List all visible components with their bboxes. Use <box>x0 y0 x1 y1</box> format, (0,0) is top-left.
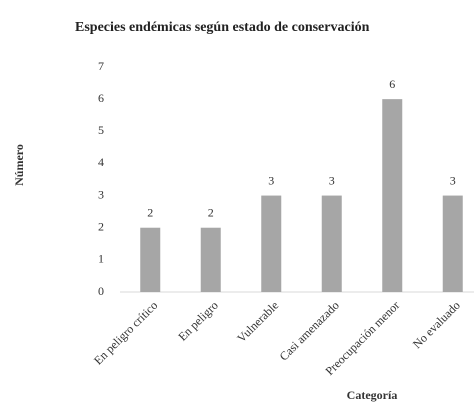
bar <box>442 195 463 292</box>
bar <box>382 99 403 293</box>
x-tick-label: Casi amenazado <box>277 298 342 363</box>
value-label: 6 <box>389 77 395 91</box>
value-label: 2 <box>208 205 214 219</box>
value-label: 3 <box>450 173 456 187</box>
y-axis-title: Número <box>12 144 26 186</box>
bar <box>321 195 342 292</box>
y-tick-label: 7 <box>98 59 104 73</box>
chart-title: Especies endémicas según estado de conse… <box>75 20 370 35</box>
y-tick-label: 1 <box>98 252 104 266</box>
value-label: 3 <box>329 173 335 187</box>
y-tick-label: 4 <box>98 155 104 169</box>
x-axis-title: Categoría <box>347 388 398 402</box>
bar <box>140 227 161 292</box>
y-tick-label: 5 <box>98 123 104 137</box>
y-tick-label: 0 <box>98 284 104 298</box>
y-tick-label: 6 <box>98 91 104 105</box>
x-tick-label: Vulnerable <box>234 298 281 345</box>
y-tick-label: 2 <box>98 219 104 233</box>
x-tick-label: En peligro crítico <box>91 298 160 367</box>
bar <box>200 227 221 292</box>
value-label: 2 <box>147 205 153 219</box>
x-tick-label: En peligro <box>175 298 220 343</box>
y-tick-label: 3 <box>98 187 104 201</box>
x-tick-label: No evaluado <box>410 298 463 351</box>
bar <box>261 195 282 292</box>
value-label: 3 <box>268 173 274 187</box>
